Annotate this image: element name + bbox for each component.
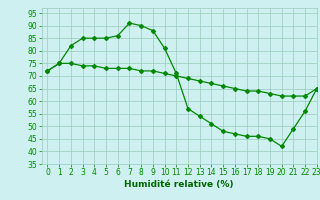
X-axis label: Humidité relative (%): Humidité relative (%)	[124, 180, 234, 189]
